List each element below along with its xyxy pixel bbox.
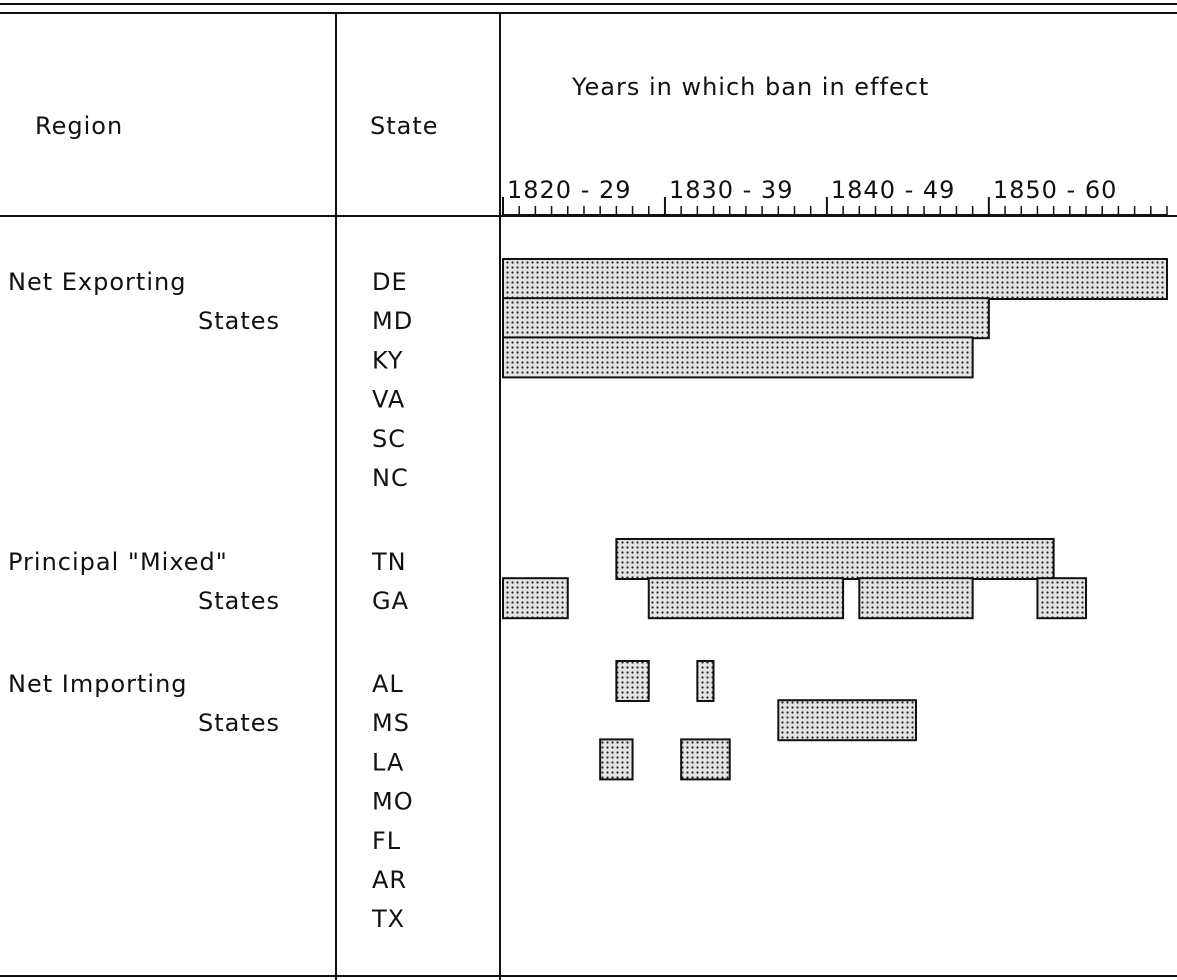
x-tick-label: 1830 - 39 xyxy=(669,176,794,204)
ban-bar xyxy=(502,258,1168,300)
state-label: FL xyxy=(372,827,401,855)
ban-bar xyxy=(777,699,917,742)
region-label: States xyxy=(198,587,280,615)
header-region: Region xyxy=(35,112,123,140)
ban-bar xyxy=(615,660,650,702)
ban-bar xyxy=(680,738,731,781)
ban-bar xyxy=(502,577,569,620)
ban-bar xyxy=(647,577,845,620)
state-label: AR xyxy=(372,866,407,894)
state-label: KY xyxy=(372,346,404,374)
ban-bar xyxy=(858,577,974,620)
state-label: TX xyxy=(371,905,405,933)
region-label: Net Importing xyxy=(8,670,188,698)
region-label: States xyxy=(198,307,280,335)
region-label: States xyxy=(198,709,280,737)
ban-bar xyxy=(696,660,715,702)
ban-bar xyxy=(599,738,634,781)
state-label: SC xyxy=(372,425,406,453)
ban-bar xyxy=(502,336,974,379)
header-years: Years in which ban in effect xyxy=(571,73,929,101)
x-tick-label: 1820 - 29 xyxy=(507,176,632,204)
region-label: Net Exporting xyxy=(8,268,186,296)
state-label: AL xyxy=(372,670,404,698)
ban-bar xyxy=(1036,577,1088,620)
ban-bar xyxy=(615,538,1055,580)
x-tick-label: 1840 - 49 xyxy=(831,176,956,204)
state-label: LA xyxy=(372,748,404,776)
state-label: TN xyxy=(371,548,407,576)
state-label: MS xyxy=(372,709,410,737)
state-label: MO xyxy=(372,788,414,816)
state-label: MD xyxy=(372,307,413,335)
state-label: NC xyxy=(372,464,409,492)
state-label: VA xyxy=(372,386,405,414)
header-state: State xyxy=(370,112,439,140)
state-label: DE xyxy=(372,268,408,296)
region-label: Principal "Mixed" xyxy=(8,548,228,576)
state-label: GA xyxy=(372,587,409,615)
ban-bar xyxy=(502,297,990,340)
x-tick-label: 1850 - 60 xyxy=(993,176,1118,204)
